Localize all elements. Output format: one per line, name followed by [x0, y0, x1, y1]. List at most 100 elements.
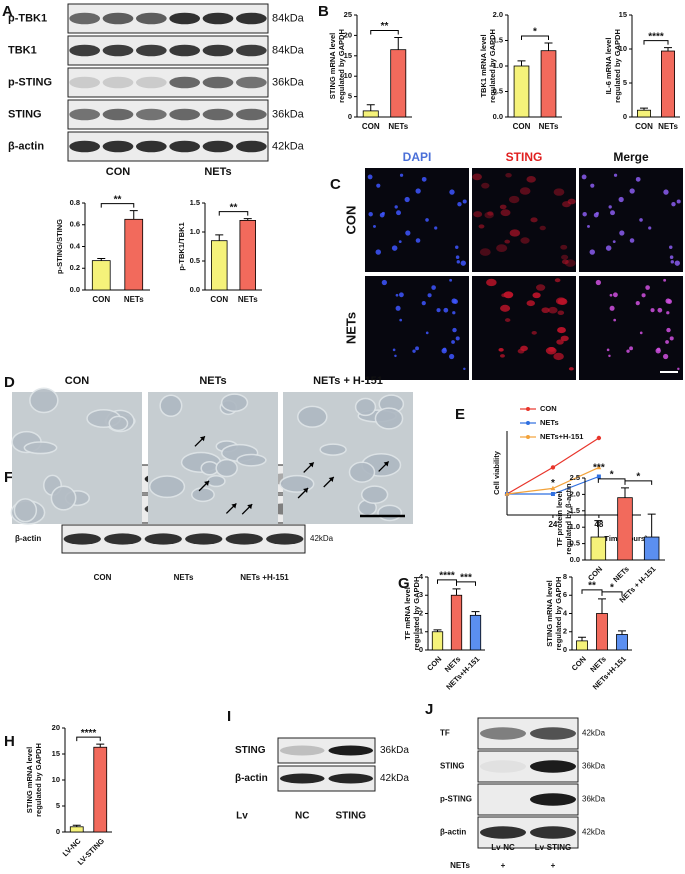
blot-size-label: 42kDa [310, 534, 334, 543]
cell [560, 244, 568, 250]
blot-band [69, 140, 100, 153]
cell [394, 354, 397, 358]
error-bar [97, 257, 106, 261]
cell [663, 353, 669, 360]
point [596, 435, 602, 441]
lane-row-title: Lv [236, 811, 248, 822]
cell [609, 305, 615, 311]
point [550, 485, 556, 491]
bar [643, 536, 660, 561]
fluorescence-image [579, 276, 683, 380]
x-tick-label: NETs [238, 295, 258, 304]
y-axis-label: regulated by GAPDH [488, 29, 497, 103]
cell [610, 210, 615, 216]
error-bar [640, 107, 648, 111]
blot-band [225, 533, 263, 545]
cell [629, 346, 633, 351]
blot-band [328, 745, 374, 756]
cell-shape [108, 415, 129, 432]
blot-band [169, 108, 201, 121]
blot-size-label: 36kDa [272, 108, 305, 120]
cell [665, 340, 669, 344]
cell [442, 347, 447, 352]
y-axis-label: IL-6 mRNA level [604, 38, 613, 95]
cell [449, 353, 455, 360]
bar [450, 594, 463, 651]
y-tick-label: 1.5 [570, 506, 580, 515]
y-tick-label: 0.0 [493, 112, 503, 121]
cell [553, 188, 565, 196]
panel-letter: C [330, 176, 341, 193]
cell [472, 173, 482, 181]
cell [553, 352, 564, 361]
cell [479, 248, 491, 256]
cell [412, 349, 416, 353]
cell [373, 224, 376, 228]
cell [455, 245, 459, 249]
blot-band [236, 44, 267, 57]
cell [449, 278, 453, 282]
cell [392, 348, 396, 352]
y-tick-label: 0 [348, 112, 352, 121]
cell [425, 218, 429, 222]
y-axis-label: regulated by GAPDH [337, 29, 346, 103]
lane-label: Lv-NC [491, 843, 515, 852]
y-axis-label: STING mRNA level [545, 580, 554, 646]
y-tick-label: 0 [56, 827, 60, 836]
cell [396, 210, 401, 216]
blot-row-label: β-actin [440, 828, 466, 837]
cell [530, 217, 538, 223]
cell [582, 212, 587, 217]
y-tick-label: 4 [419, 572, 424, 581]
x-tick-label: NETs [124, 295, 144, 304]
blot-band [136, 108, 167, 121]
blot-size-label: 42kDa [582, 828, 606, 837]
x-tick-label: 24 [548, 520, 557, 529]
cell [641, 293, 646, 298]
significance-bracket [218, 211, 249, 216]
legend-label: NETs+H-151 [540, 432, 583, 441]
bar [617, 497, 633, 561]
cell [394, 205, 398, 209]
cell-shape [360, 485, 389, 504]
y-tick-label: 0.0 [70, 285, 80, 294]
cell [612, 240, 616, 243]
y-tick-label: 5 [623, 78, 627, 87]
arrow-head [328, 476, 334, 482]
lane-label: CON [106, 166, 131, 178]
point [550, 492, 555, 496]
cell [499, 354, 505, 358]
cell [395, 293, 399, 297]
y-tick-label: 0.5 [190, 256, 200, 265]
bar [596, 613, 608, 651]
cell [648, 226, 652, 230]
cell-shape [377, 504, 403, 522]
cell [670, 260, 674, 264]
y-tick-label: 0 [563, 645, 567, 654]
y-axis-label: regulated by GAPDH [34, 743, 43, 817]
cell [645, 285, 650, 290]
cell [593, 212, 599, 218]
y-tick-label: 6 [563, 590, 567, 599]
x-tick-label: 48 [594, 520, 603, 529]
cell-shape [148, 475, 186, 499]
significance-label: **** [81, 728, 97, 739]
y-tick-label: 0.4 [70, 241, 81, 250]
y-tick-label: 2.0 [570, 489, 580, 498]
cell [606, 348, 610, 352]
blot-band [136, 12, 167, 25]
blot-band [480, 760, 526, 773]
blot-size-label: 84kDa [272, 12, 305, 24]
cell [519, 187, 531, 195]
cell [425, 331, 429, 335]
blot-strip [67, 99, 269, 130]
cell [379, 212, 385, 218]
blot-band [530, 727, 576, 740]
blot-strip [67, 3, 269, 34]
cell-shape [220, 393, 249, 412]
y-tick-label: 8 [563, 572, 567, 581]
y-axis-label: regulated by GAPDH [613, 29, 622, 103]
y-tick-label: 3 [419, 590, 423, 599]
arrow-head [199, 436, 205, 442]
